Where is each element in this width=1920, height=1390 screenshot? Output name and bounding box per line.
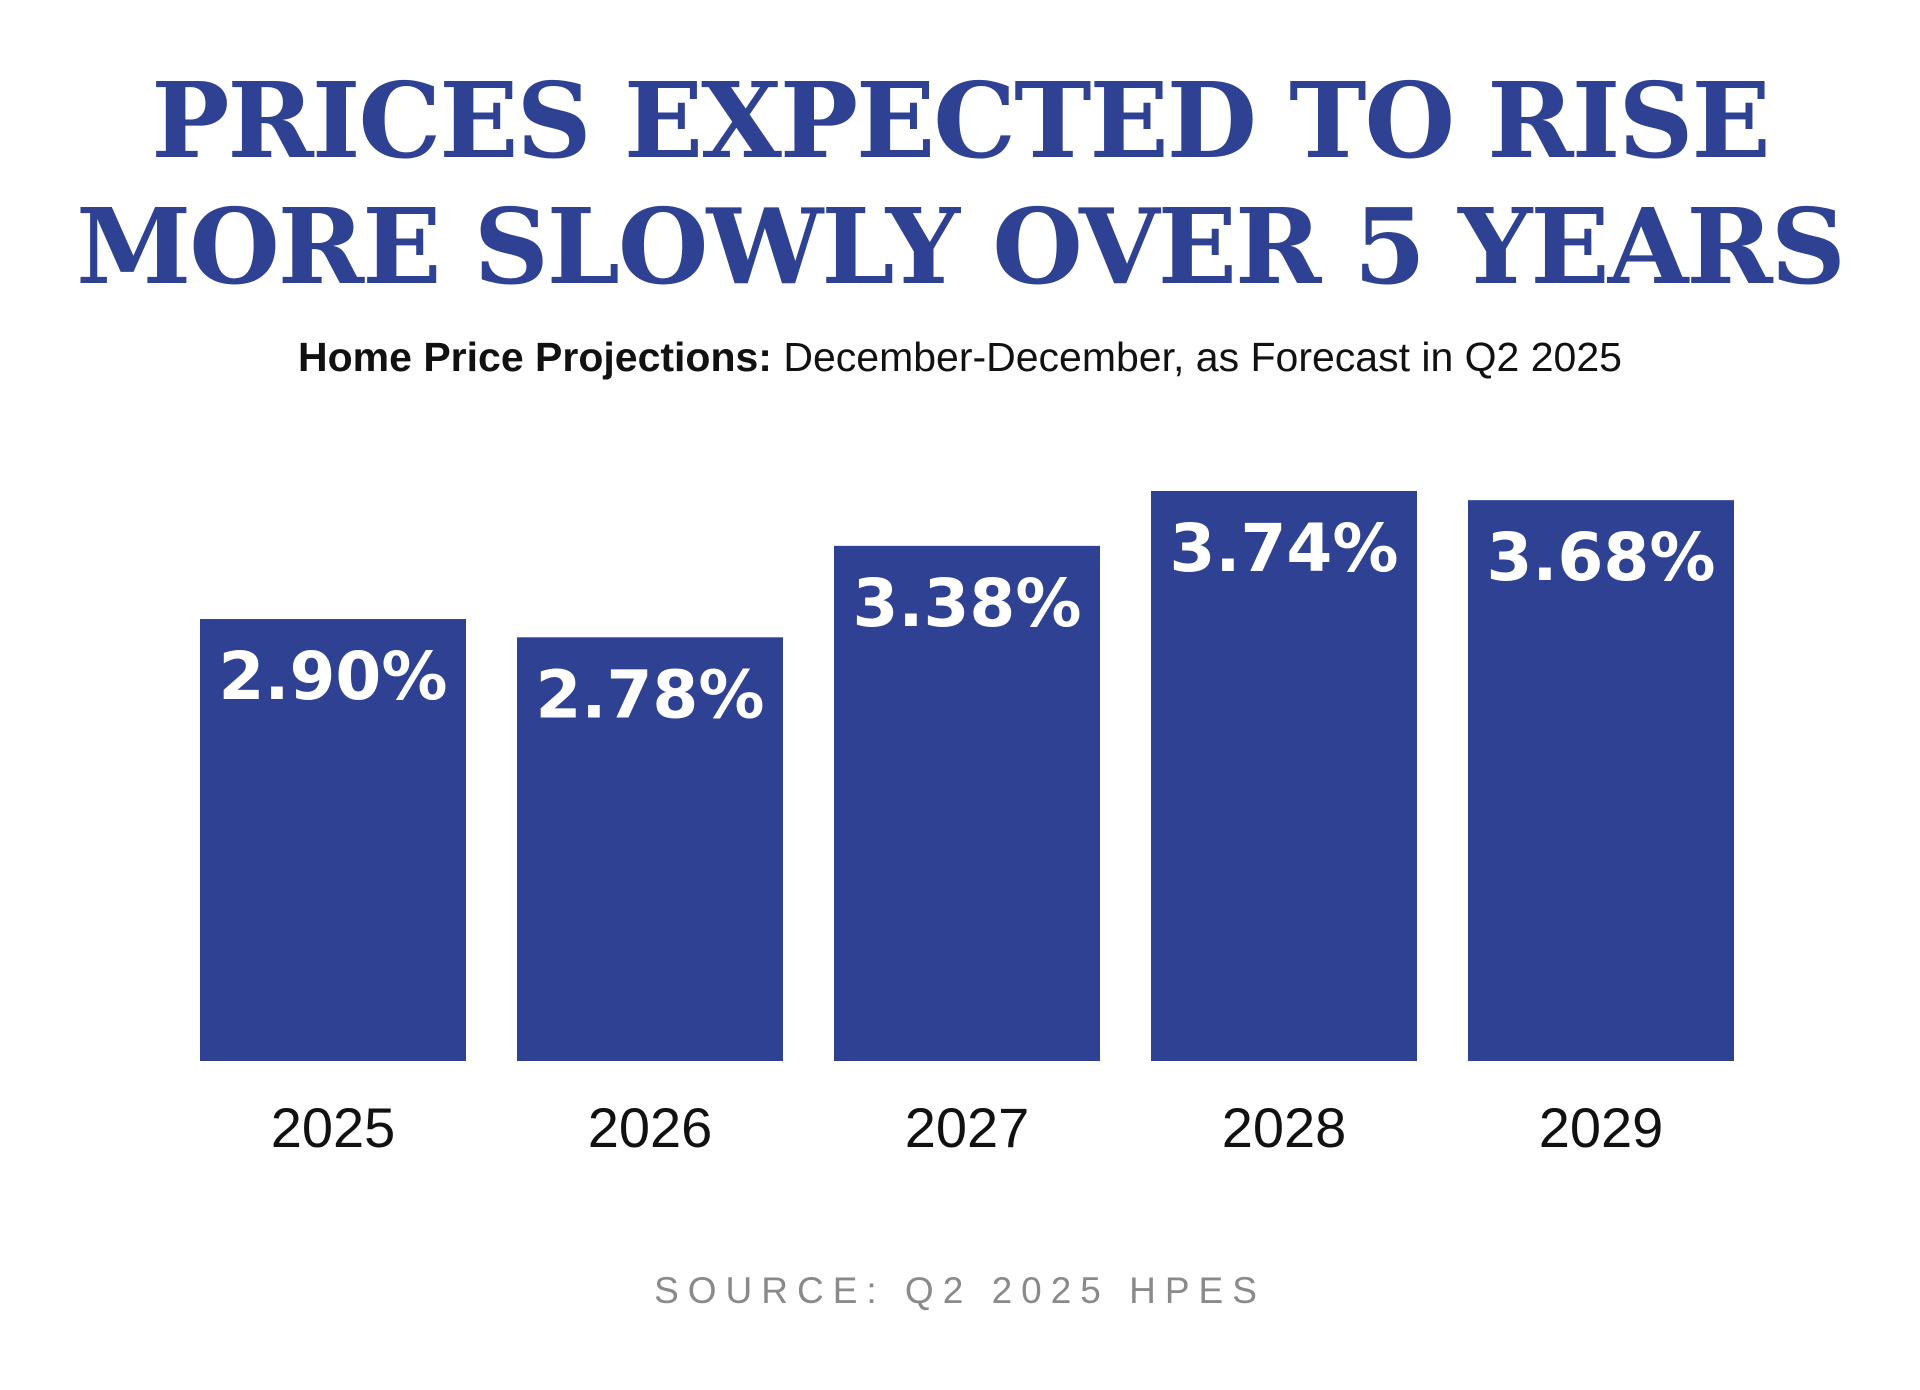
bar-2026 (517, 637, 783, 1061)
x-tick-label-2028: 2028 (1222, 1096, 1347, 1159)
bar-value-label-2028: 3.74% (1170, 510, 1399, 587)
bar-2025 (200, 619, 466, 1061)
subtitle-rest: December-December, as Forecast in Q2 202… (783, 334, 1622, 380)
bar-value-label-2026: 2.78% (536, 656, 765, 733)
bar-value-label-2027: 3.38% (853, 565, 1082, 642)
chart-title: PRICES EXPECTED TO RISE MORE SLOWLY OVER… (0, 58, 1920, 310)
source-note: SOURCE: Q2 2025 HPES (654, 1270, 1266, 1311)
bar-value-label-2029: 3.68% (1487, 519, 1716, 596)
x-tick-label-2027: 2027 (905, 1096, 1030, 1159)
subtitle-lead: Home Price Projections: (298, 334, 784, 380)
bar-2028 (1151, 491, 1417, 1061)
bar-2029 (1468, 500, 1734, 1061)
bar-2027 (834, 545, 1100, 1061)
chart-subtitle: Home Price Projections: December-Decembe… (0, 334, 1920, 381)
title-line-1: PRICES EXPECTED TO RISE (151, 59, 1771, 182)
x-tick-label-2029: 2029 (1539, 1096, 1664, 1159)
title-line-2: MORE SLOWLY OVER 5 YEARS (76, 185, 1846, 308)
x-tick-label-2025: 2025 (271, 1096, 396, 1159)
bar-value-label-2025: 2.90% (219, 638, 448, 715)
x-tick-label-2026: 2026 (588, 1096, 713, 1159)
